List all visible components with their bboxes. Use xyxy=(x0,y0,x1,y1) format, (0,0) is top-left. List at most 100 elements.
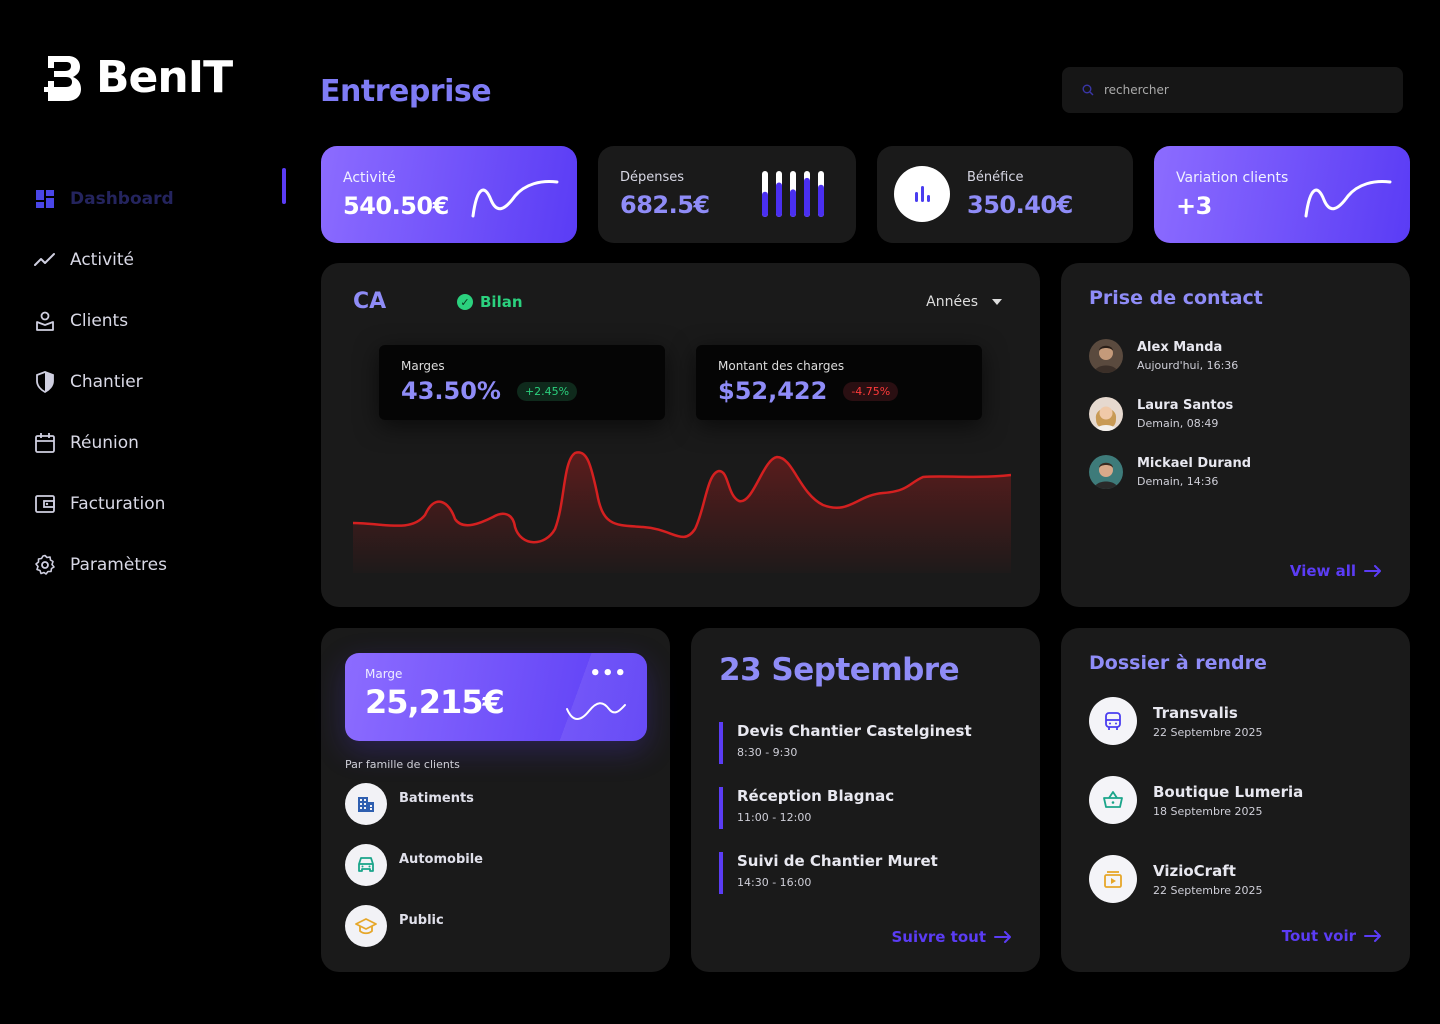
family-name: Public xyxy=(399,913,444,928)
sparkline-icon xyxy=(1304,180,1392,218)
stat-value: 682.5€ xyxy=(620,191,710,219)
dossier-item[interactable]: Boutique Lumeria 18 Septembre 2025 xyxy=(1089,776,1303,824)
ca-card: CA ✓ Bilan Années Marges 43.50% +2.45% M… xyxy=(321,263,1040,607)
family-item[interactable]: Batiments xyxy=(345,783,474,825)
dossier-item[interactable]: VizioCraft 22 Septembre 2025 xyxy=(1089,855,1263,903)
sidebar-item-parametres[interactable]: Paramètres xyxy=(34,534,294,595)
dossier-item[interactable]: Transvalis 22 Septembre 2025 xyxy=(1089,697,1263,745)
logo-mark-icon xyxy=(44,55,81,101)
mini-bar-chart xyxy=(762,171,824,217)
grid-icon xyxy=(34,188,56,210)
suivre-tout-link[interactable]: Suivre tout xyxy=(891,928,1012,946)
agenda-event[interactable]: Réception Blagnac 11:00 - 12:00 xyxy=(719,787,894,829)
page-title: Entreprise xyxy=(320,74,492,109)
view-all-link[interactable]: View all xyxy=(1290,562,1382,580)
agenda-event[interactable]: Suivi de Chantier Muret 14:30 - 16:00 xyxy=(719,852,938,894)
period-dropdown[interactable]: Années xyxy=(926,294,1002,310)
contact-time: Demain, 14:36 xyxy=(1137,475,1219,488)
arrow-right-icon xyxy=(1364,565,1381,577)
brand-name: BenIT xyxy=(96,52,233,103)
video-icon xyxy=(1089,855,1137,903)
sidebar-item-label: Paramètres xyxy=(70,554,167,575)
sidebar-item-label: Réunion xyxy=(70,432,139,453)
families-subtitle: Par famille de clients xyxy=(345,758,460,771)
sidebar-item-label: Dashboard xyxy=(70,188,174,209)
contact-name: Mickael Durand xyxy=(1137,456,1252,471)
event-name: Réception Blagnac xyxy=(737,787,895,805)
agenda-date: 23 Septembre xyxy=(719,652,960,688)
tout-voir-link[interactable]: Tout voir xyxy=(1282,927,1382,945)
contact-item[interactable]: Alex Manda Aujourd'hui, 16:36 xyxy=(1089,339,1238,373)
sidebar-item-reunion[interactable]: Réunion xyxy=(34,412,294,473)
stat-label: Activité xyxy=(343,170,396,186)
event-time: 11:00 - 12:00 xyxy=(737,811,812,824)
stat-card-benefice[interactable]: Bénéfice 350.40€ xyxy=(877,146,1133,243)
search-bar[interactable] xyxy=(1062,67,1403,113)
more-options-icon[interactable]: ••• xyxy=(589,663,627,684)
stat-card-activite[interactable]: Activité 540.50€ xyxy=(321,146,577,243)
sidebar-item-facturation[interactable]: Facturation xyxy=(34,473,294,534)
shield-icon xyxy=(34,370,56,393)
gear-icon xyxy=(34,554,56,576)
sidebar-item-dashboard[interactable]: Dashboard xyxy=(34,168,294,229)
arrow-right-icon xyxy=(994,931,1011,943)
basket-icon xyxy=(1089,776,1137,824)
sparkline-icon xyxy=(471,180,559,218)
bilan-label: Bilan xyxy=(480,293,523,311)
period-label: Années xyxy=(926,294,978,310)
search-input[interactable] xyxy=(1104,83,1364,97)
stat-label: Bénéfice xyxy=(967,170,1024,185)
tout-voir-label: Tout voir xyxy=(1281,927,1356,945)
check-icon: ✓ xyxy=(457,294,473,310)
dossier-date: 22 Septembre 2025 xyxy=(1153,883,1263,897)
bar-chart-icon xyxy=(894,166,950,222)
bar-fill xyxy=(818,184,824,217)
suivre-tout-label: Suivre tout xyxy=(891,928,986,946)
dossier-date: 22 Septembre 2025 xyxy=(1153,725,1263,739)
sidebar-item-label: Facturation xyxy=(70,493,166,514)
contact-item[interactable]: Mickael Durand Demain, 14:36 xyxy=(1089,455,1251,489)
contact-item[interactable]: Laura Santos Demain, 08:49 xyxy=(1089,397,1233,431)
marges-label: Marges xyxy=(401,359,445,373)
active-indicator xyxy=(282,168,286,204)
sidebar-item-activite[interactable]: Activité xyxy=(34,229,294,290)
stat-label: Variation clients xyxy=(1176,170,1289,186)
brand-logo[interactable]: BenIT xyxy=(42,52,233,103)
bus-icon xyxy=(1089,697,1137,745)
contact-time: Demain, 08:49 xyxy=(1137,417,1219,430)
agenda-event[interactable]: Devis Chantier Castelginest 8:30 - 9:30 xyxy=(719,722,972,764)
dossier-date: 18 Septembre 2025 xyxy=(1153,804,1263,818)
sidebar-item-label: Chantier xyxy=(70,371,143,392)
view-all-label: View all xyxy=(1289,562,1356,580)
sidebar-item-chantier[interactable]: Chantier xyxy=(34,351,294,412)
clients-icon xyxy=(34,310,56,332)
sidebar-item-label: Clients xyxy=(70,310,129,331)
stat-value: +3 xyxy=(1176,192,1212,220)
sidebar-item-label: Activité xyxy=(70,249,134,270)
marges-value: 43.50% xyxy=(401,377,501,405)
chevron-down-icon xyxy=(992,299,1002,305)
avatar xyxy=(1089,397,1123,431)
stat-value: 540.50€ xyxy=(343,192,449,220)
agenda-card: 23 Septembre Devis Chantier Castelginest… xyxy=(691,628,1040,972)
marge-card: Marge 25,215€ ••• Par famille de clients… xyxy=(321,628,670,972)
marge-summary[interactable]: Marge 25,215€ ••• xyxy=(345,653,647,741)
stat-card-variation-clients[interactable]: Variation clients +3 xyxy=(1154,146,1410,243)
sidebar-item-clients[interactable]: Clients xyxy=(34,290,294,351)
charges-label: Montant des charges xyxy=(718,359,845,373)
family-name: Automobile xyxy=(399,852,483,867)
dossier-name: Boutique Lumeria xyxy=(1153,782,1304,801)
marge-value: 25,215€ xyxy=(365,683,505,721)
avatar xyxy=(1089,455,1123,489)
bilan-badge[interactable]: ✓ Bilan xyxy=(457,293,523,311)
stat-card-depenses[interactable]: Dépenses 682.5€ xyxy=(598,146,856,243)
family-item[interactable]: Automobile xyxy=(345,844,483,886)
family-item[interactable]: Public xyxy=(345,905,444,947)
search-icon xyxy=(1082,84,1094,96)
arrow-right-icon xyxy=(1364,930,1381,942)
dossier-name: Transvalis xyxy=(1153,703,1238,722)
charges-change-badge: -4.75% xyxy=(843,381,899,401)
contact-name: Alex Manda xyxy=(1137,340,1223,355)
stat-value: 350.40€ xyxy=(967,191,1073,219)
bar-fill xyxy=(790,189,796,217)
